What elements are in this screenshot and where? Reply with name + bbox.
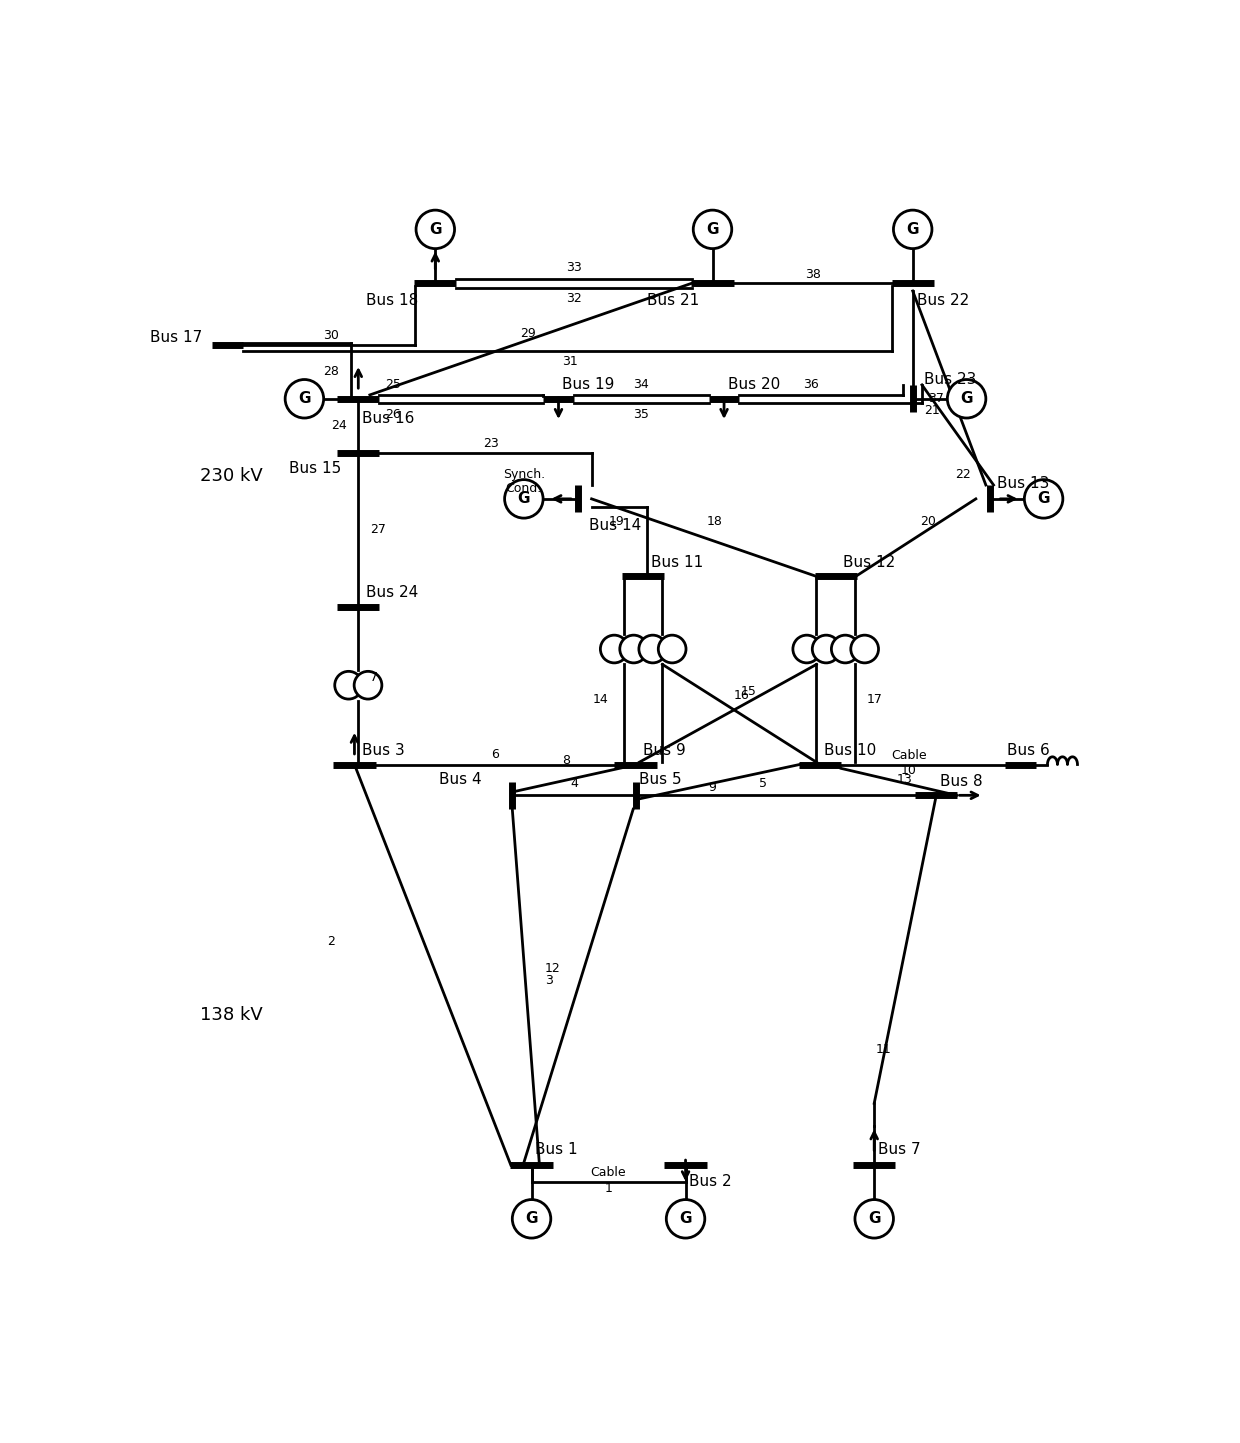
Text: 16: 16 — [734, 688, 749, 701]
Text: 30: 30 — [324, 329, 340, 342]
Text: Cable: Cable — [892, 749, 926, 762]
Text: Bus 12: Bus 12 — [843, 554, 895, 570]
Circle shape — [792, 635, 821, 662]
Text: 138 kV: 138 kV — [201, 1006, 263, 1023]
Text: 230 kV: 230 kV — [201, 466, 263, 485]
Circle shape — [1024, 479, 1063, 518]
Circle shape — [505, 479, 543, 518]
Text: Bus 17: Bus 17 — [150, 329, 202, 345]
Text: Bus 7: Bus 7 — [878, 1141, 920, 1157]
Text: Bus 13: Bus 13 — [997, 476, 1050, 491]
Circle shape — [639, 635, 667, 662]
Text: Bus 21: Bus 21 — [647, 293, 699, 307]
Text: G: G — [517, 492, 529, 506]
Text: 23: 23 — [484, 437, 498, 450]
Text: Bus 2: Bus 2 — [689, 1175, 732, 1189]
Circle shape — [600, 635, 629, 662]
Text: 4: 4 — [570, 778, 578, 791]
Text: 27: 27 — [370, 524, 386, 537]
Text: 12: 12 — [544, 962, 560, 975]
Circle shape — [417, 211, 455, 248]
Text: 10: 10 — [901, 765, 916, 778]
Text: 19: 19 — [609, 515, 624, 528]
Text: Cable: Cable — [590, 1166, 626, 1179]
Text: 25: 25 — [386, 378, 401, 391]
Text: 3: 3 — [544, 974, 553, 987]
Text: 34: 34 — [634, 378, 650, 391]
Text: 20: 20 — [920, 515, 936, 528]
Text: Cond.: Cond. — [506, 482, 542, 495]
Text: 15: 15 — [742, 685, 756, 698]
Text: Bus 9: Bus 9 — [644, 743, 686, 758]
Text: G: G — [707, 222, 719, 237]
Text: 13: 13 — [897, 773, 913, 786]
Text: 38: 38 — [805, 267, 821, 280]
Text: G: G — [960, 391, 973, 407]
Text: G: G — [906, 222, 919, 237]
Text: 2: 2 — [327, 935, 335, 948]
Text: 1: 1 — [605, 1182, 613, 1195]
Text: 22: 22 — [955, 468, 971, 481]
Text: Bus 10: Bus 10 — [825, 743, 877, 758]
Text: 9: 9 — [708, 781, 717, 794]
Text: Bus 1: Bus 1 — [536, 1141, 578, 1157]
Text: Bus 3: Bus 3 — [362, 743, 405, 758]
Circle shape — [947, 380, 986, 418]
Circle shape — [666, 1199, 704, 1238]
Text: Bus 19: Bus 19 — [563, 378, 615, 392]
Text: G: G — [298, 391, 311, 407]
Circle shape — [854, 1199, 894, 1238]
Text: Bus 22: Bus 22 — [916, 293, 968, 307]
Text: 14: 14 — [593, 693, 609, 706]
Text: 26: 26 — [386, 408, 401, 421]
Circle shape — [355, 671, 382, 698]
Text: 24: 24 — [331, 420, 347, 433]
Text: 5: 5 — [759, 778, 766, 791]
Circle shape — [894, 211, 932, 248]
Text: Bus 14: Bus 14 — [589, 518, 641, 534]
Text: Bus 8: Bus 8 — [940, 773, 982, 789]
Text: 33: 33 — [565, 261, 582, 274]
Text: Bus 23: Bus 23 — [924, 372, 977, 387]
Circle shape — [285, 380, 324, 418]
Text: G: G — [868, 1211, 880, 1227]
Text: Bus 11: Bus 11 — [651, 554, 703, 570]
Text: Bus 18: Bus 18 — [366, 293, 418, 307]
Text: 7: 7 — [370, 671, 378, 684]
Text: 28: 28 — [324, 365, 339, 378]
Circle shape — [512, 1199, 551, 1238]
Text: 6: 6 — [491, 747, 498, 760]
Circle shape — [658, 635, 686, 662]
Text: 29: 29 — [520, 326, 536, 339]
Text: 31: 31 — [562, 355, 578, 368]
Text: Bus 15: Bus 15 — [289, 460, 341, 476]
Text: Bus 4: Bus 4 — [439, 772, 482, 788]
Circle shape — [693, 211, 732, 248]
Text: 36: 36 — [802, 378, 818, 391]
Circle shape — [335, 671, 362, 698]
Text: Bus 20: Bus 20 — [728, 378, 780, 392]
Text: 32: 32 — [565, 291, 582, 304]
Text: 37: 37 — [928, 392, 944, 405]
Text: G: G — [680, 1211, 692, 1227]
Circle shape — [812, 635, 839, 662]
Circle shape — [851, 635, 878, 662]
Circle shape — [831, 635, 859, 662]
Text: 17: 17 — [867, 693, 883, 706]
Text: Bus 6: Bus 6 — [1007, 743, 1049, 758]
Text: 35: 35 — [634, 408, 650, 421]
Text: Synch.: Synch. — [502, 468, 544, 481]
Text: 18: 18 — [707, 515, 723, 528]
Text: 8: 8 — [562, 755, 570, 768]
Circle shape — [620, 635, 647, 662]
Text: Bus 24: Bus 24 — [366, 586, 418, 600]
Text: G: G — [429, 222, 441, 237]
Text: Bus 16: Bus 16 — [362, 410, 414, 426]
Text: Bus 5: Bus 5 — [640, 772, 682, 788]
Text: G: G — [1038, 492, 1050, 506]
Text: 21: 21 — [924, 404, 940, 417]
Text: 11: 11 — [875, 1043, 892, 1056]
Text: G: G — [526, 1211, 538, 1227]
